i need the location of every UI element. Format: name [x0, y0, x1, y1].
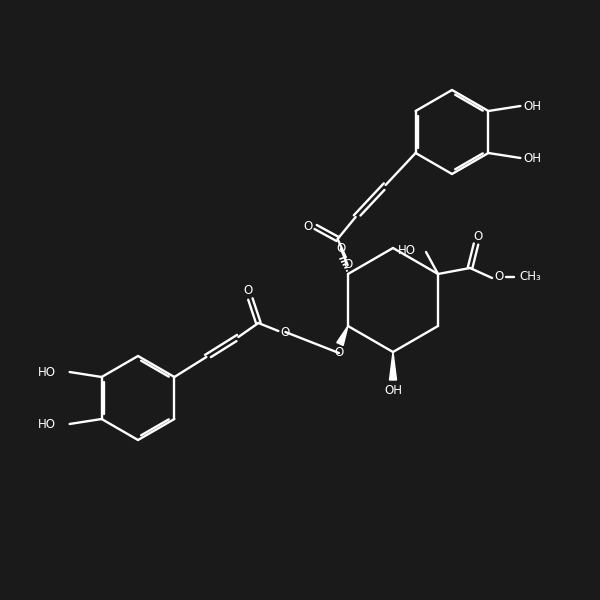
Text: HO: HO — [38, 418, 56, 431]
Text: O: O — [244, 284, 253, 298]
Text: HO: HO — [398, 244, 416, 257]
Text: CH₃: CH₃ — [519, 271, 541, 283]
Text: OH: OH — [523, 100, 541, 113]
Text: O: O — [343, 259, 352, 271]
Text: O: O — [473, 229, 482, 242]
Polygon shape — [389, 352, 397, 380]
Text: O: O — [281, 325, 290, 338]
Text: OH: OH — [523, 151, 541, 164]
Text: HO: HO — [38, 365, 56, 379]
Text: OH: OH — [384, 383, 402, 397]
Text: O: O — [337, 242, 346, 256]
Text: O: O — [494, 271, 503, 283]
Polygon shape — [337, 326, 348, 346]
Text: O: O — [303, 220, 312, 232]
Text: O: O — [334, 346, 344, 359]
